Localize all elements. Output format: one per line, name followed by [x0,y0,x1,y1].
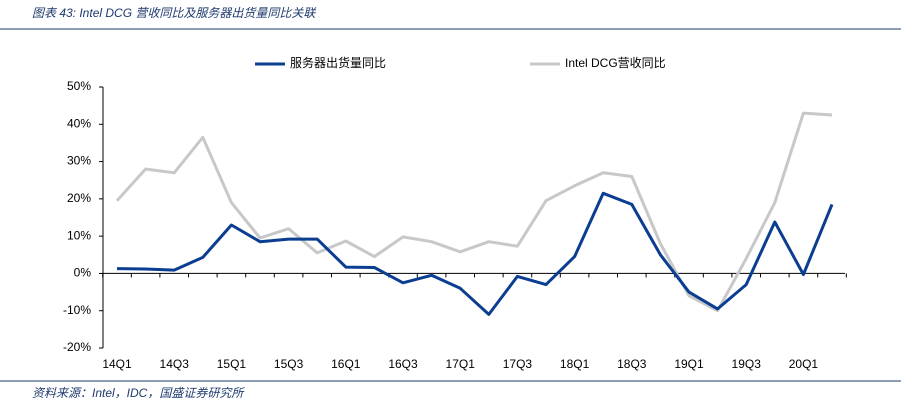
y-tick-label: 20% [67,191,91,205]
y-tick-label: -10% [63,303,91,317]
x-tick-label: 19Q3 [732,357,762,371]
x-tick-label: 16Q3 [388,357,418,371]
x-tick-label: 14Q1 [102,357,132,371]
chart-title: 图表 43: Intel DCG 营收同比及服务器出货量同比关联 [32,6,317,20]
x-tick-label: 17Q3 [503,357,533,371]
y-tick-label: 0% [74,266,92,280]
series-line [115,111,833,313]
x-tick-label: 17Q1 [446,357,476,371]
y-tick-label: -20% [63,340,91,354]
x-tick-label: 18Q3 [617,357,647,371]
x-tick-label: 14Q3 [160,357,190,371]
x-tick-label: 20Q1 [789,357,819,371]
y-tick-label: 40% [67,116,91,130]
x-tick-label: 15Q1 [217,357,247,371]
legend-label: 服务器出货量同比 [290,55,386,70]
x-tick-label: 15Q3 [274,357,304,371]
series-line [116,191,834,316]
y-tick-label: 30% [67,154,91,168]
x-tick-label: 16Q1 [331,357,361,371]
legend-label: Intel DCG营收同比 [565,56,666,70]
y-tick-label: 10% [67,228,91,242]
x-tick-label: 19Q1 [674,357,704,371]
y-tick-label: 50% [67,79,91,93]
source-note: 资料来源：Intel，IDC，国盛证券研究所 [32,386,245,400]
x-tick-label: 18Q1 [560,357,590,371]
